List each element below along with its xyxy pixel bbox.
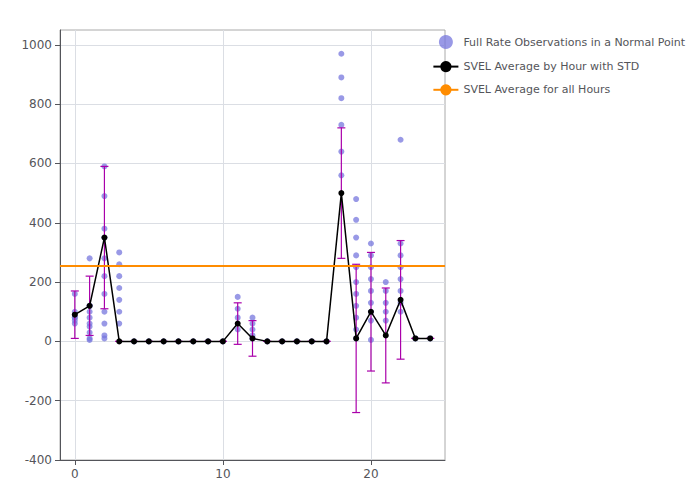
svg-text:400: 400 — [29, 216, 52, 230]
svg-text:20: 20 — [363, 467, 378, 481]
svg-text:SVEL Average for all Hours: SVEL Average for all Hours — [463, 83, 610, 96]
svg-text:-200: -200 — [25, 394, 52, 408]
svg-text:200: 200 — [29, 275, 52, 289]
svg-text:SVEL Average by Hour with STD: SVEL Average by Hour with STD — [463, 60, 639, 73]
svg-text:1000: 1000 — [21, 38, 52, 52]
svg-text:Full Rate Observations in a No: Full Rate Observations in a Normal Point — [463, 36, 685, 49]
svg-text:800: 800 — [29, 97, 52, 111]
svg-text:10: 10 — [215, 467, 230, 481]
svg-text:-400: -400 — [25, 453, 52, 467]
svg-text:600: 600 — [29, 156, 52, 170]
svg-text:0: 0 — [44, 334, 52, 348]
svg-text:0: 0 — [71, 467, 79, 481]
